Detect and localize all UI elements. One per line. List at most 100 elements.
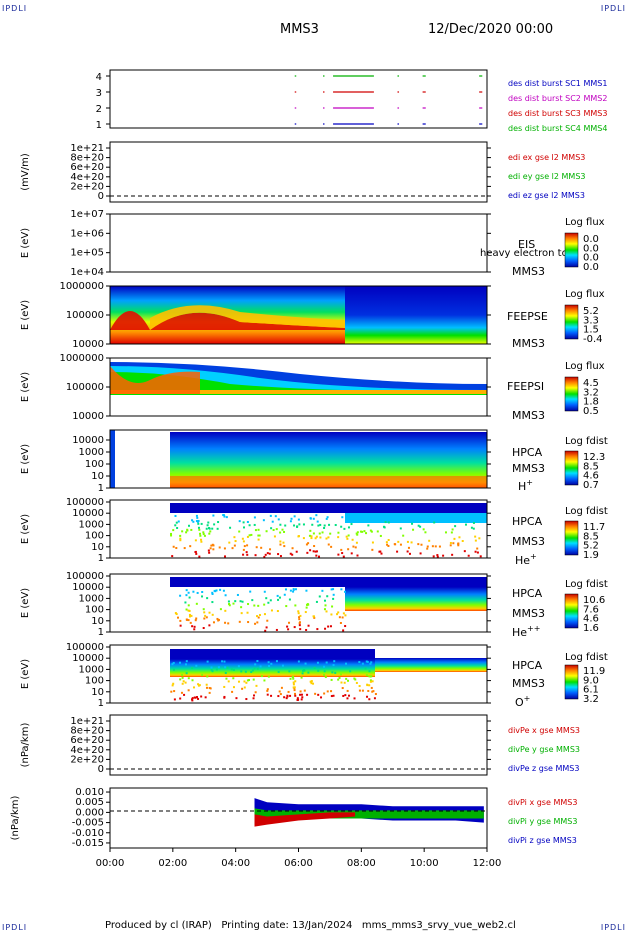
hpcao-pixel <box>241 687 244 690</box>
hpcah-ytick-label: 1 <box>98 483 104 494</box>
hpcao-pixel <box>292 683 295 686</box>
hpcao-pixel <box>185 660 188 663</box>
hpcahepp-pixel <box>174 612 177 615</box>
hpcao-cb-label: 6.1 <box>583 685 599 696</box>
panel-hpca-he-charge: + <box>530 552 537 561</box>
divpi-ytick-label: -0.015 <box>72 838 104 849</box>
panel-eis-ylabel: E (eV) <box>20 228 31 258</box>
hpcahe-pixel <box>284 524 287 527</box>
hpcahe-pixel <box>257 534 260 537</box>
panel-feepsi-cb-ticks: 4.53.21.80.5 <box>583 378 599 417</box>
hpcao-pixel <box>253 694 256 697</box>
hpcahepp-pixel <box>179 594 182 597</box>
hpcahepp-pixel <box>342 612 345 615</box>
burst-ytick-label: 3 <box>96 88 102 99</box>
hpcahe-pixel <box>411 522 414 525</box>
hpcao-pixel <box>275 660 278 663</box>
hpcao-pixel <box>353 697 356 700</box>
hpcahe-pixel <box>393 543 396 546</box>
hpcao-cb-label: 3.2 <box>583 694 599 705</box>
hpcahe-pixel <box>365 516 368 519</box>
hpcao-pixel <box>369 662 372 665</box>
hpcahe-pixel <box>318 555 321 558</box>
hpcahepp-pixel <box>205 616 208 619</box>
panel-hpca-h-colorbar <box>564 450 579 486</box>
hpcahe-ytick-label: 100000 <box>66 497 104 508</box>
hpcahe-pixel <box>290 517 293 520</box>
panel-feepse-spectrogram-late <box>345 286 487 344</box>
hpcahepp-pixel <box>187 609 190 612</box>
feepsi-ytick-label: 10000 <box>72 411 104 422</box>
hpcao-pixel <box>193 696 196 699</box>
panel-hpca-hepp-scatter <box>174 588 347 632</box>
feepsi-cb-label: 1.8 <box>583 397 599 408</box>
hpcao-pixel <box>252 697 255 700</box>
hpcahe-pixel <box>279 523 282 526</box>
eis-ytick-label: 1e+04 <box>70 267 104 278</box>
hpcahe-pixel <box>310 537 313 540</box>
panel-feepse-inst: FEEPSE <box>507 310 548 323</box>
hpcahepp-pixel <box>213 589 216 592</box>
hpcahepp-pixel <box>247 621 250 624</box>
hpcahepp-pixel <box>241 600 244 603</box>
panel-hpca-h-early-strip <box>110 430 115 488</box>
hpcao-pixel <box>223 660 226 663</box>
panel-feepse-colorbar <box>564 304 579 340</box>
hpcahe-pixel <box>212 514 215 517</box>
hpcao-ytick-label: 10000 <box>72 653 104 664</box>
hpcahe-pixel <box>393 514 396 517</box>
hpcahepp-ytick-label: 10 <box>91 616 104 627</box>
hpcahepp-pixel <box>204 614 207 617</box>
panel-hpca-he-inst: HPCA <box>512 515 543 528</box>
panel-hpca-he-cb-ticks: 11.78.55.21.9 <box>583 522 605 561</box>
divpi-legend-entry: divPi x gse MMS3 <box>508 798 577 807</box>
hpcahe-pixel <box>195 520 198 523</box>
panel-eis-cb-ticks: 0.00.00.00.0 <box>583 234 599 273</box>
hpcahepp-pixel <box>232 602 235 605</box>
hpcahepp-pixel <box>299 614 302 617</box>
hpcahepp-pixel <box>313 616 316 619</box>
hpcao-pixel <box>179 697 182 700</box>
hpcahepp-pixel <box>283 593 286 596</box>
hpcao-pixel <box>307 671 310 674</box>
hpcahe-pixel <box>242 553 245 556</box>
hpcahe-cb-label: 5.2 <box>583 541 599 552</box>
hpcah-cb-label: 0.7 <box>583 480 599 491</box>
hpcahepp-pixel <box>305 628 308 631</box>
hpcahe-pixel <box>383 520 386 523</box>
edi-ytick-label: 2e+20 <box>70 181 104 192</box>
hpcahepp-pixel <box>284 588 287 591</box>
hpcahe-pixel <box>277 518 280 521</box>
panel-hpca-hepp-charge: ++ <box>527 624 540 633</box>
hpcao-pixel <box>337 678 340 681</box>
panel-hpca-hepp-mid <box>345 587 487 611</box>
hpcahe-pixel <box>341 516 344 519</box>
hpcahepp-pixel <box>307 624 310 627</box>
hpcahepp-pixel <box>340 588 343 591</box>
hpcahe-pixel <box>359 530 362 533</box>
hpcao-pixel <box>278 690 281 693</box>
hpcahe-pixel <box>302 523 305 526</box>
hpcao-pixel <box>300 676 303 679</box>
hpcahe-pixel <box>424 531 427 534</box>
hpcahe-pixel <box>248 534 251 537</box>
hpcao-pixel <box>301 672 304 675</box>
hpcahepp-pixel <box>192 590 195 593</box>
hpcahe-pixel <box>177 520 180 523</box>
hpcahe-pixel <box>185 531 188 534</box>
hpcahe-pixel <box>444 531 447 534</box>
hpcao-pixel <box>197 697 200 700</box>
hpcahe-pixel <box>310 535 313 538</box>
hpcahe-pixel <box>223 515 226 518</box>
panel-hpca-o-species-name: O <box>515 696 524 709</box>
x-axis-tick-label: 00:00 <box>96 858 125 869</box>
hpcahe-pixel <box>306 551 309 554</box>
hpcahe-cb-label: 11.7 <box>583 522 605 533</box>
panel-eis-yticks: 1e+07 1e+06 1e+05 1e+04 <box>70 209 491 278</box>
hpcahe-pixel <box>436 517 439 520</box>
hpcahe-pixel <box>321 531 324 534</box>
hpcahepp-pixel <box>239 600 242 603</box>
hpcahepp-pixel <box>257 604 260 607</box>
